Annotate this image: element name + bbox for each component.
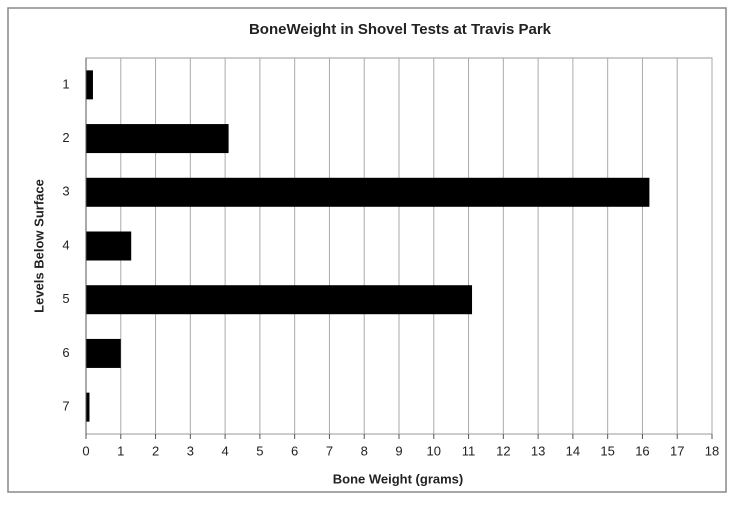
y-tick-label: 6 xyxy=(62,345,69,360)
x-tick-label: 14 xyxy=(566,443,580,458)
bar xyxy=(86,285,473,315)
x-tick-label: 11 xyxy=(462,443,476,458)
x-tick-label: 17 xyxy=(670,443,684,458)
y-tick-label: 2 xyxy=(62,130,69,145)
y-tick-label: 1 xyxy=(62,76,69,91)
x-tick-label: 18 xyxy=(705,443,719,458)
x-tick-label: 8 xyxy=(361,443,368,458)
x-tick-label: 6 xyxy=(291,443,298,458)
x-tick-label: 12 xyxy=(496,443,510,458)
x-tick-label: 7 xyxy=(326,443,333,458)
y-tick-label: 5 xyxy=(62,291,69,306)
bar xyxy=(86,177,650,207)
chart-title: BoneWeight in Shovel Tests at Travis Par… xyxy=(249,21,552,38)
bar xyxy=(86,392,90,422)
x-tick-label: 4 xyxy=(221,443,228,458)
x-tick-label: 1 xyxy=(117,443,124,458)
x-tick-label: 16 xyxy=(635,443,649,458)
bar xyxy=(86,70,93,100)
x-tick-label: 5 xyxy=(256,443,263,458)
x-tick-label: 13 xyxy=(531,443,545,458)
x-tick-label: 10 xyxy=(427,443,441,458)
bar xyxy=(86,338,121,368)
bar xyxy=(86,231,132,261)
x-axis-label: Bone Weight (grams) xyxy=(333,471,464,486)
x-tick-label: 9 xyxy=(395,443,402,458)
y-tick-label: 4 xyxy=(62,237,69,252)
x-tick-label: 0 xyxy=(82,443,89,458)
y-tick-label: 3 xyxy=(62,184,69,199)
bar xyxy=(86,124,229,154)
y-axis-label: Levels Below Surface xyxy=(31,179,46,313)
x-tick-label: 3 xyxy=(187,443,194,458)
x-tick-label: 2 xyxy=(152,443,159,458)
x-tick-label: 15 xyxy=(600,443,614,458)
y-tick-label: 7 xyxy=(62,399,69,414)
